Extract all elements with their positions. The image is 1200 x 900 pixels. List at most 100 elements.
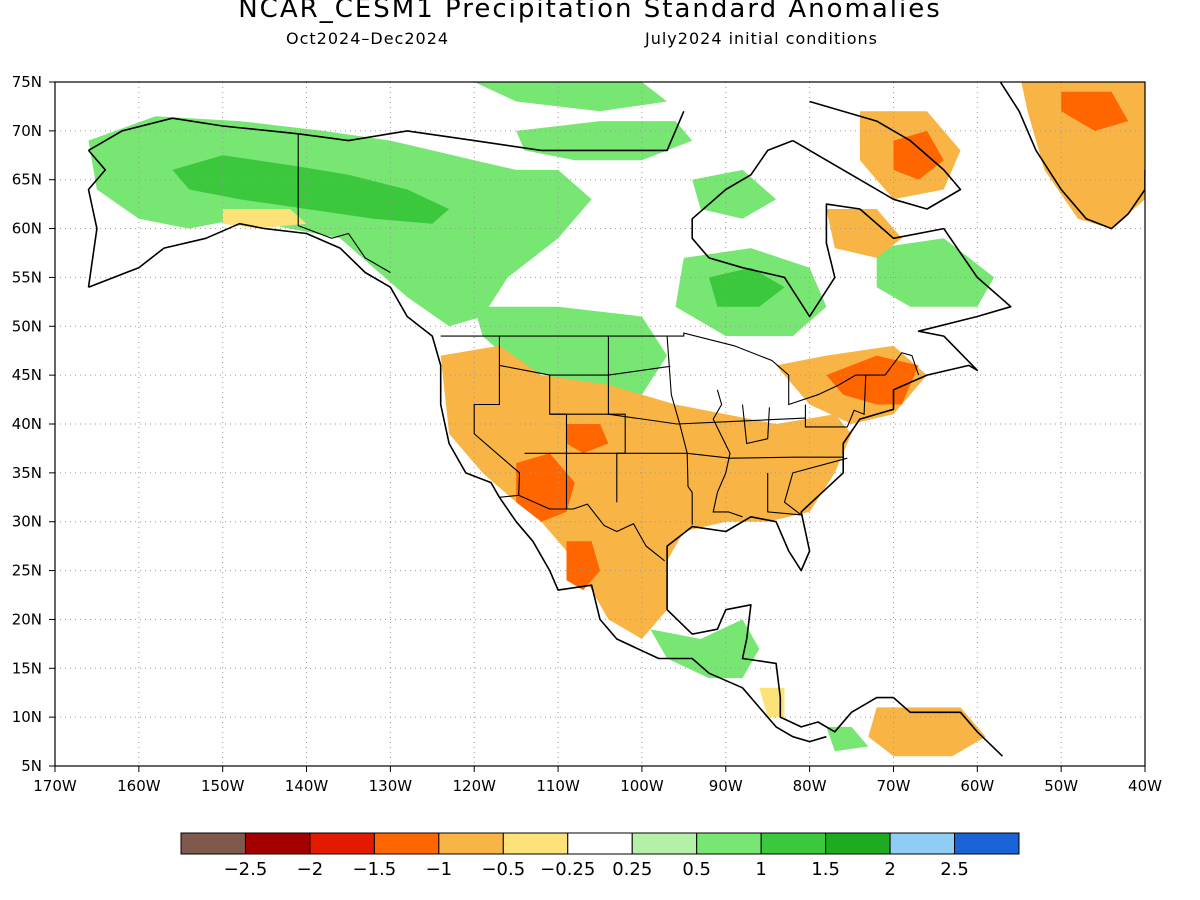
lon-label: 50W bbox=[1044, 777, 1078, 795]
region-prairies-wet bbox=[474, 306, 668, 395]
lon-label: 100W bbox=[620, 777, 664, 795]
region-new-england-dry-core bbox=[826, 355, 919, 405]
region-arctic-islands-wet bbox=[474, 82, 668, 112]
anomaly-regions bbox=[88, 82, 1145, 757]
legend-swatch bbox=[567, 832, 633, 855]
lat-label: 10N bbox=[12, 708, 42, 726]
region-venezuela-dry bbox=[868, 707, 986, 757]
coastlines bbox=[87, 82, 1145, 757]
alaska-coast bbox=[88, 110, 685, 152]
lat-label: 25N bbox=[12, 562, 42, 580]
lon-label: 140W bbox=[285, 777, 329, 795]
lon-label: 130W bbox=[369, 777, 413, 795]
legend-swatch bbox=[309, 832, 375, 855]
lat-37-line bbox=[524, 452, 844, 459]
lat-label: 55N bbox=[12, 268, 42, 286]
legend-swatch bbox=[760, 832, 827, 855]
legend-swatch bbox=[373, 832, 440, 855]
baffin-coast bbox=[792, 100, 962, 210]
lat-label: 75N bbox=[12, 73, 42, 91]
lat-label: 30N bbox=[12, 513, 42, 531]
legend-swatch bbox=[889, 832, 956, 855]
lat-label: 20N bbox=[12, 610, 42, 628]
legend-swatch bbox=[502, 832, 569, 855]
legend-swatch bbox=[244, 832, 311, 855]
alaska-canada-border bbox=[297, 133, 391, 273]
us-mexico-border bbox=[499, 494, 665, 562]
region-cuba-dry bbox=[759, 687, 785, 718]
longitude-labels: 170W 160W 150W 140W 130W 120W 110W 100W 90W 80W 70… bbox=[33, 766, 1162, 795]
legend-label: 1.5 bbox=[811, 859, 840, 880]
lon-label: 150W bbox=[201, 777, 245, 795]
forecast-period: Oct2024–Dec2024 bbox=[286, 29, 450, 48]
lon-label: 70W bbox=[877, 777, 911, 795]
legend-label: 2.5 bbox=[940, 859, 969, 880]
state-lines-ne bbox=[804, 375, 867, 428]
region-central-america-wet bbox=[650, 619, 760, 679]
greenland-coast bbox=[999, 82, 1145, 230]
map-title: NCAR_CESM1 Precipitation Standard Anomal… bbox=[238, 0, 942, 24]
region-colorado-dry-core bbox=[566, 424, 609, 454]
lat-label: 65N bbox=[12, 171, 42, 189]
legend-label: −0.25 bbox=[540, 859, 595, 880]
latitude-labels: 75N 70N 65N 60N 55N 50N 45N 40N 35N 30N 25N 20N 15N 1… bbox=[12, 73, 55, 775]
lat-45-line bbox=[499, 364, 671, 376]
legend-swatch bbox=[631, 832, 698, 855]
lat-label: 50N bbox=[12, 317, 42, 335]
lon-label: 90W bbox=[709, 777, 743, 795]
legend-swatch bbox=[180, 832, 246, 855]
region-greenland-dry-core bbox=[1061, 91, 1129, 131]
state-lines-west bbox=[473, 336, 521, 496]
legend-label: 0.25 bbox=[612, 859, 652, 880]
lat-label: 45N bbox=[12, 366, 42, 384]
legend-swatch bbox=[438, 832, 504, 855]
lat-41-line bbox=[549, 413, 806, 425]
state-lines-se bbox=[767, 457, 848, 516]
legend-label: −1 bbox=[426, 859, 453, 880]
lon-label: 160W bbox=[117, 777, 161, 795]
legend-swatch bbox=[954, 832, 1020, 855]
initial-conditions: July2024 initial conditions bbox=[645, 29, 878, 48]
alaska-west-coast bbox=[87, 149, 107, 288]
state-lines-ohio bbox=[741, 404, 770, 445]
legend-label: 0.5 bbox=[682, 859, 711, 880]
political-borders bbox=[297, 133, 920, 562]
region-labrador-wet bbox=[876, 238, 995, 307]
lon-label: 120W bbox=[452, 777, 496, 795]
region-panama-wet bbox=[826, 726, 869, 752]
lat-label: 60N bbox=[12, 220, 42, 238]
legend-swatch bbox=[825, 832, 891, 855]
gulf-coast bbox=[666, 139, 1012, 610]
legend-label: −2 bbox=[297, 859, 324, 880]
state-lines-east bbox=[712, 389, 743, 518]
region-mexico-dry-core bbox=[566, 541, 600, 591]
lon-label: 60W bbox=[960, 777, 994, 795]
legend-label: 2 bbox=[884, 859, 895, 880]
yucatan-coast bbox=[666, 603, 1004, 757]
region-western-us-dry bbox=[440, 345, 852, 639]
legend-swatch bbox=[696, 832, 762, 855]
alaska-south-coast bbox=[88, 222, 827, 743]
color-legend: −2.5 −2 −1.5 −1 −0.5 −0.25 0.25 0.5 1 1.5 2 2.5 bbox=[180, 832, 1020, 880]
lat-label: 40N bbox=[12, 415, 42, 433]
region-hudson-west-wet bbox=[692, 169, 777, 219]
legend-label: −0.5 bbox=[481, 859, 525, 880]
lon-label: 80W bbox=[793, 777, 827, 795]
state-lines-plains bbox=[607, 336, 626, 503]
region-baffin-dry-core bbox=[893, 130, 944, 180]
lon-label: 170W bbox=[33, 777, 77, 795]
lon-label: 40W bbox=[1128, 777, 1162, 795]
region-southwest-dry-core bbox=[516, 453, 575, 522]
lat-label: 70N bbox=[12, 122, 42, 140]
region-quebec-dry bbox=[826, 209, 902, 258]
lon-label: 110W bbox=[536, 777, 580, 795]
legend-label: 1 bbox=[755, 859, 766, 880]
lat-label: 35N bbox=[12, 464, 42, 482]
us-canada-border bbox=[440, 332, 920, 406]
legend-label: −2.5 bbox=[224, 859, 268, 880]
legend-label: −1.5 bbox=[353, 859, 397, 880]
lat-label: 15N bbox=[12, 659, 42, 677]
lat-label: 5N bbox=[21, 757, 42, 775]
region-alaska-core-wet bbox=[172, 155, 450, 224]
